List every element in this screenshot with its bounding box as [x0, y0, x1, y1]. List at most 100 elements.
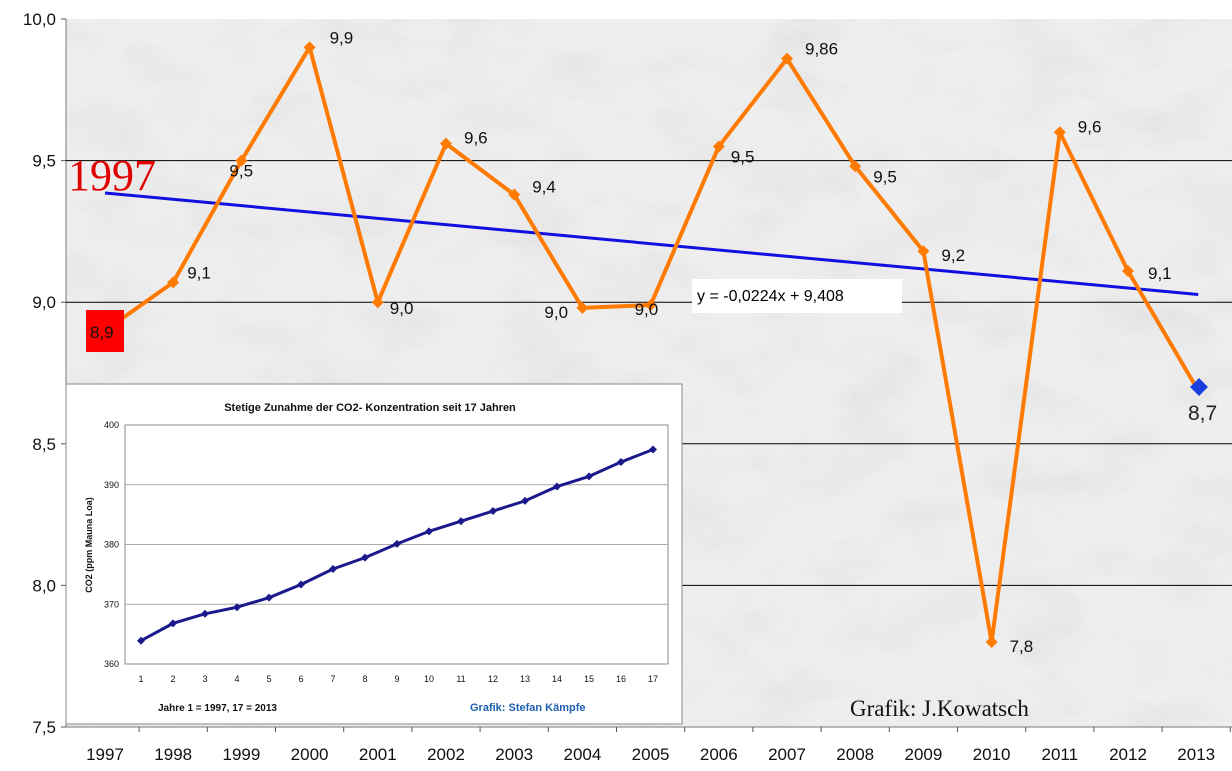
- trend-equation-box: [692, 279, 902, 313]
- data-point: [712, 140, 725, 153]
- inset-x-tick-label: 6: [298, 674, 303, 684]
- data-point: [303, 41, 316, 54]
- inset-data-point: [393, 539, 401, 548]
- x-tick-label: 2012: [1109, 745, 1147, 764]
- data-label: 9,1: [1148, 264, 1172, 283]
- inset-data-point: [553, 482, 561, 491]
- data-point: [781, 52, 793, 65]
- data-label: 9,0: [390, 299, 414, 318]
- data-point: [1053, 126, 1066, 139]
- inset-credit: Grafik: Stefan Kämpfe: [470, 702, 586, 714]
- data-point: [985, 636, 998, 649]
- inset-y-tick-label: 360: [104, 659, 119, 669]
- x-tick-label: 2008: [836, 745, 874, 764]
- temperature-series: [103, 41, 1198, 649]
- data-label: 9,2: [941, 246, 965, 265]
- inset-co2-series: [137, 445, 657, 645]
- inset-y-tick-label: 380: [104, 540, 119, 550]
- x-tick-label: 2013: [1177, 745, 1215, 764]
- data-label: 9,6: [1078, 117, 1102, 136]
- data-label: 7,8: [1010, 637, 1034, 656]
- inset-data-point: [617, 458, 625, 467]
- data-point: [371, 296, 384, 309]
- x-tick-label: 1999: [222, 745, 260, 764]
- x-axis-ticks: 1997 1998 1999 2000 2001 2002 2003 2004 2005 2006…: [86, 727, 1231, 764]
- inset-x-tick-label: 12: [488, 674, 498, 684]
- inset-y-axis-label: CO2 (ppm Mauna Loa): [84, 497, 94, 593]
- inset-x-tick-label: 5: [266, 674, 271, 684]
- trend-equation: y = -0,0224x + 9,408: [697, 288, 844, 305]
- inset-data-point: [201, 609, 209, 618]
- x-tick-label: 2003: [495, 745, 533, 764]
- inset-title: Stetige Zunahme der CO2- Konzentration s…: [224, 402, 516, 414]
- inset-data-point: [265, 593, 273, 602]
- inset-y-tick-label: 370: [104, 599, 119, 609]
- co2-inset: Stetige Zunahme der CO2- Konzentration s…: [65, 383, 683, 725]
- end-marker: [1190, 378, 1208, 396]
- x-tick-label: 2002: [427, 745, 465, 764]
- inset-x-tick-label: 7: [330, 674, 335, 684]
- x-tick-label: 2005: [632, 745, 670, 764]
- start-year-label: 1997: [68, 151, 156, 200]
- data-label: 9,9: [330, 28, 354, 47]
- data-label: 9,0: [544, 303, 568, 322]
- y-tick-label: 9,0: [32, 293, 56, 312]
- data-label: 9,5: [229, 162, 253, 181]
- inset-data-point: [297, 580, 305, 589]
- inset-data-point: [649, 445, 657, 454]
- inset-y-tick-label: 390: [104, 480, 119, 490]
- inset-data-point: [169, 619, 177, 628]
- x-tick-label: 2009: [904, 745, 942, 764]
- data-point: [235, 154, 248, 167]
- inset-data-point: [521, 496, 529, 505]
- end-value-label: 8,7: [1188, 402, 1217, 425]
- data-label: 9,4: [532, 178, 556, 197]
- data-point: [849, 160, 862, 173]
- inset-data-point: [329, 564, 337, 573]
- inset-data-point: [585, 472, 593, 481]
- inset-y-tick-label: 400: [104, 420, 119, 430]
- x-tick-label: 1997: [86, 745, 124, 764]
- data-label: 9,6: [464, 129, 488, 148]
- inset-data-point: [137, 636, 145, 645]
- chart-credit: Grafik: J.Kowatsch: [850, 696, 1029, 721]
- inset-data-point: [425, 527, 433, 536]
- inset-y-ticks: 360 370 380 390 400: [104, 420, 119, 669]
- inset-x-tick-label: 17: [648, 674, 658, 684]
- inset-data-point: [233, 603, 241, 612]
- x-tick-label: 1998: [154, 745, 192, 764]
- inset-x-tick-label: 15: [584, 674, 594, 684]
- x-tick-label: 2001: [359, 745, 397, 764]
- inset-data-point: [457, 517, 465, 526]
- y-tick-label: 7,5: [32, 718, 56, 737]
- inset-x-tick-label: 9: [394, 674, 399, 684]
- x-tick-label: 2011: [1042, 745, 1079, 764]
- inset-x-tick-label: 16: [616, 674, 626, 684]
- inset-x-tick-label: 3: [202, 674, 207, 684]
- data-label: 9,0: [635, 300, 659, 319]
- data-labels: 9,1 9,5 9,9 9,0 9,6 9,4 9,0 9,0 9,5 9,86 9,5 9,2 7,8…: [187, 28, 1171, 656]
- inset-x-tick-label: 2: [170, 674, 175, 684]
- y-tick-label: 9,5: [32, 152, 56, 171]
- x-tick-label: 2000: [291, 745, 329, 764]
- inset-x-tick-label: 13: [520, 674, 530, 684]
- x-tick-label: 2007: [768, 745, 806, 764]
- y-tick-label: 8,5: [32, 435, 56, 454]
- data-label: 9,5: [731, 147, 755, 166]
- data-point: [167, 276, 180, 289]
- inset-x-ticks: 1 2 3 4 5 6 7 8 9 10 11 12 13 14 15 16 17: [138, 674, 658, 684]
- y-tick-label: 8,0: [32, 576, 56, 595]
- data-point: [917, 245, 930, 258]
- x-tick-label: 2010: [973, 745, 1011, 764]
- start-marker: [86, 310, 124, 352]
- data-point: [440, 137, 452, 150]
- inset-data-point: [489, 507, 497, 516]
- start-value-label: 8,9: [90, 323, 114, 342]
- data-point: [644, 299, 657, 312]
- inset-x-tick-label: 8: [362, 674, 367, 684]
- data-label: 9,1: [187, 263, 211, 282]
- inset-note: Jahre 1 = 1997, 17 = 2013: [158, 703, 277, 714]
- y-axis-ticks: 7,5 8,0 8,5 9,0 9,5 10,0: [23, 10, 66, 737]
- data-label: 9,5: [873, 167, 897, 186]
